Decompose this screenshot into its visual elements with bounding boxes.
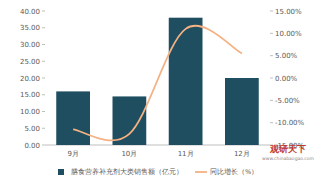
- bar: [56, 91, 90, 145]
- chart: 0.00 5.00 10.00 15.00 20.00 25.00 30.00 35.00 40…: [0, 0, 320, 182]
- y-tick-label: 40.00: [20, 8, 40, 16]
- watermark: 观研天下: [269, 144, 306, 154]
- x-tick-label: 12月: [234, 150, 250, 158]
- y-tick-label: 0.00: [24, 142, 40, 150]
- y-tick: [42, 145, 45, 146]
- legend-swatch: [195, 171, 207, 173]
- y-tick: [42, 111, 45, 112]
- bar: [113, 96, 147, 145]
- line: [73, 26, 242, 141]
- y-tick-label: 5.00: [24, 125, 40, 133]
- y2-tick-label: -5.00%: [275, 97, 300, 105]
- y-tick-label: 20.00: [20, 75, 40, 83]
- y-tick-label: 30.00: [20, 41, 40, 49]
- y2-tick-label: 0.00%: [275, 75, 298, 83]
- y-tick: [42, 78, 45, 79]
- plot: [56, 18, 259, 145]
- y-tick: [42, 61, 45, 62]
- legend-label: 同比增长（%）: [210, 168, 258, 176]
- legend-swatch: [58, 169, 64, 175]
- y2-tick: [270, 122, 273, 123]
- legend-label: 膳食营养补充剂大类销售额（亿元）: [71, 168, 183, 176]
- y-tick-label: 10.00: [20, 108, 40, 116]
- y2-tick-label: 15.00%: [275, 8, 302, 16]
- y2-tick: [270, 33, 273, 34]
- y-tick: [42, 11, 45, 12]
- bar: [225, 78, 259, 145]
- y-tick: [42, 27, 45, 28]
- y-tick-label: 15.00: [20, 91, 40, 99]
- x-tick-label: 9月: [67, 150, 78, 158]
- y-tick: [42, 94, 45, 95]
- x-tick-label: 11月: [178, 150, 194, 158]
- x-tick-label: 10月: [121, 150, 137, 158]
- y2-tick-label: 5.00%: [275, 52, 298, 60]
- y2-tick: [270, 78, 273, 79]
- y2-tick: [270, 100, 273, 101]
- y2-tick-label: -10.00%: [275, 119, 305, 127]
- y2-tick: [270, 55, 273, 56]
- y2-tick-label: 10.00%: [275, 30, 302, 38]
- watermark: www.chinabaogao.com: [262, 156, 314, 161]
- y2-tick: [270, 11, 273, 12]
- bar: [169, 18, 203, 145]
- y-tick: [42, 128, 45, 129]
- y-tick-label: 35.00: [20, 24, 40, 32]
- y-tick: [42, 44, 45, 45]
- y-tick-label: 25.00: [20, 58, 40, 66]
